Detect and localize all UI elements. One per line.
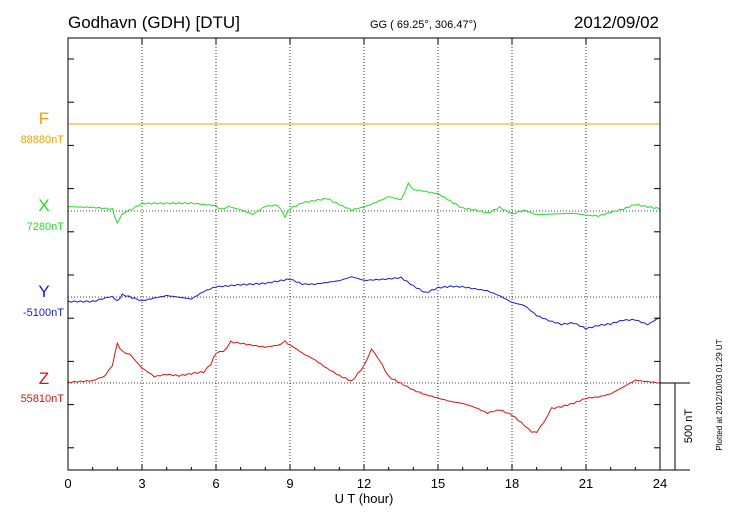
series-name-x: X xyxy=(38,196,49,215)
x-tick-label-24: 24 xyxy=(653,476,667,491)
station-coords: GG ( 69.25°, 306.47°) xyxy=(370,19,477,31)
series-name-y: Y xyxy=(38,282,49,301)
x-axis: 0 3 6 9 12 15 18 21 24 xyxy=(64,38,667,491)
x-tick-label-21: 21 xyxy=(579,476,593,491)
x-tick-label-12: 12 xyxy=(357,476,371,491)
series-baseline-value-y: -5100nT xyxy=(23,307,64,319)
x-axis-label: U T (hour) xyxy=(335,491,394,506)
series-baseline-value-z: 55810nT xyxy=(21,393,65,405)
x-tick-label-0: 0 xyxy=(64,476,71,491)
plot-date: 2012/09/02 xyxy=(574,13,659,32)
scale-bar: 500 nT xyxy=(660,382,695,471)
plotted-timestamp: Plotted at 2012/10/03 01:29 UT xyxy=(715,339,724,450)
scale-bar-label: 500 nT xyxy=(683,409,695,444)
series-baseline-value-f: 88880nT xyxy=(21,134,65,146)
x-tick-label-15: 15 xyxy=(431,476,445,491)
series-lines xyxy=(67,123,661,433)
series-baseline-value-x: 7280nT xyxy=(27,221,65,233)
station-title: Godhavn (GDH) [DTU] xyxy=(68,13,240,32)
x-tick-label-9: 9 xyxy=(286,476,293,491)
x-tick-label-3: 3 xyxy=(138,476,145,491)
series-line-z xyxy=(67,340,660,433)
series-line-y xyxy=(67,276,661,330)
grid-lines xyxy=(68,38,660,470)
series-name-z: Z xyxy=(39,369,49,388)
x-tick-label-18: 18 xyxy=(505,476,519,491)
series-name-f: F xyxy=(39,109,49,128)
y-ticks xyxy=(68,58,660,449)
x-tick-label-6: 6 xyxy=(212,476,219,491)
series-labels: F 88880nT X 7280nT Y -5100nT Z 55810nT xyxy=(21,109,65,405)
series-line-x xyxy=(67,181,661,225)
